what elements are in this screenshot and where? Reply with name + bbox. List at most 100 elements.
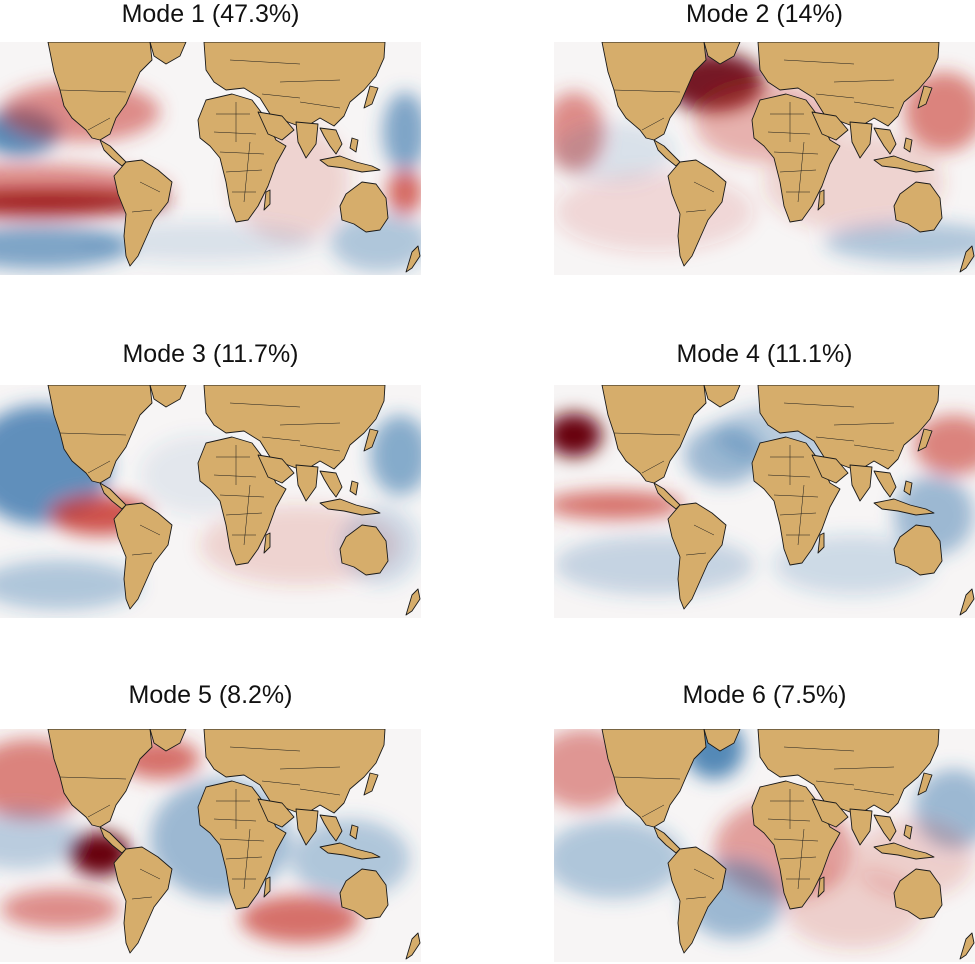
landmass-newZealand bbox=[405, 245, 421, 273]
country-border bbox=[261, 93, 301, 99]
landmass-seAsia bbox=[319, 127, 343, 155]
landmass-newZealand bbox=[959, 588, 975, 616]
country-border bbox=[87, 460, 111, 474]
country-border bbox=[87, 804, 111, 818]
mode-title: Mode 6 (7.5%) bbox=[682, 681, 847, 709]
continents bbox=[601, 729, 975, 960]
landmass-seAsia bbox=[319, 470, 343, 498]
cool-anomaly bbox=[554, 122, 674, 182]
landmass-india bbox=[295, 464, 319, 502]
landmass-greenland bbox=[703, 385, 741, 408]
country-border bbox=[299, 101, 341, 109]
cool-anomaly bbox=[330, 212, 421, 272]
cool-anomaly bbox=[0, 809, 80, 869]
cool-anomaly bbox=[383, 92, 421, 172]
country-border bbox=[773, 494, 819, 498]
landmass-seAsia bbox=[873, 470, 897, 498]
country-border bbox=[229, 59, 301, 65]
country-border bbox=[797, 828, 805, 890]
country-border bbox=[59, 776, 127, 780]
sst-anomaly-map bbox=[554, 42, 975, 275]
country-border bbox=[815, 436, 855, 442]
mode-title: Mode 1 (47.3%) bbox=[121, 0, 300, 28]
landmass-greenland bbox=[703, 42, 741, 65]
country-border bbox=[613, 89, 681, 93]
landmass-australia bbox=[339, 524, 389, 576]
continents bbox=[47, 385, 421, 616]
country-border bbox=[815, 93, 855, 99]
country-border bbox=[783, 59, 855, 65]
country-border bbox=[797, 141, 805, 203]
warm-anomaly bbox=[554, 413, 602, 457]
country-border bbox=[225, 169, 263, 173]
landmass-madagascar bbox=[817, 189, 825, 211]
country-border bbox=[773, 151, 819, 155]
landmass-india bbox=[295, 121, 319, 159]
landmass-seAsia bbox=[319, 814, 343, 842]
country-border bbox=[685, 896, 707, 900]
landmass-australia bbox=[339, 868, 389, 920]
landmass-eurasia bbox=[203, 385, 386, 472]
landmass-japan bbox=[363, 428, 379, 452]
country-border bbox=[773, 838, 819, 842]
warm-anomaly bbox=[0, 889, 120, 929]
landmass-japan bbox=[917, 85, 933, 109]
country-border bbox=[59, 432, 127, 436]
country-border bbox=[131, 552, 153, 556]
landmass-indonesia bbox=[319, 842, 381, 860]
sst-anomaly-map bbox=[0, 729, 421, 962]
warm-anomaly bbox=[387, 170, 421, 214]
country-border bbox=[613, 776, 681, 780]
country-border bbox=[261, 780, 301, 786]
cool-anomaly bbox=[80, 222, 320, 262]
country-border bbox=[779, 169, 817, 173]
country-border bbox=[783, 746, 855, 752]
continents bbox=[47, 42, 421, 273]
country-border bbox=[87, 117, 111, 131]
country-border bbox=[767, 131, 811, 135]
cool-anomaly bbox=[554, 535, 754, 595]
sst-anomaly-map bbox=[554, 729, 975, 962]
landmass-eurasia bbox=[203, 42, 386, 129]
warm-anomaly bbox=[554, 491, 684, 519]
country-border bbox=[213, 131, 257, 135]
ocean-anomaly-field bbox=[554, 385, 975, 618]
landmass-philippines bbox=[903, 137, 913, 153]
landmass-eurasia bbox=[757, 385, 940, 472]
country-border bbox=[767, 474, 811, 478]
country-border bbox=[229, 402, 301, 408]
mode-title: Mode 3 (11.7%) bbox=[122, 340, 299, 368]
country-border bbox=[261, 436, 301, 442]
sst-anomaly-map bbox=[0, 42, 421, 275]
country-border bbox=[139, 181, 161, 193]
landmass-seAsia bbox=[873, 127, 897, 155]
landmass-arabia bbox=[811, 111, 849, 141]
country-border bbox=[219, 838, 265, 842]
country-border bbox=[853, 788, 895, 796]
country-border bbox=[279, 79, 341, 83]
country-border bbox=[219, 494, 265, 498]
sst-anomaly-map bbox=[0, 385, 421, 618]
country-border bbox=[229, 746, 301, 752]
landmass-japan bbox=[363, 85, 379, 109]
mode-title: Mode 4 (11.1%) bbox=[676, 340, 853, 368]
landmass-arabia bbox=[257, 454, 295, 484]
country-border bbox=[693, 181, 715, 193]
landmass-indonesia bbox=[319, 498, 381, 516]
country-border bbox=[139, 868, 161, 880]
landmass-madagascar bbox=[817, 876, 825, 898]
country-border bbox=[779, 856, 817, 860]
landmass-australia bbox=[893, 524, 943, 576]
country-border bbox=[59, 89, 127, 93]
landmass-india bbox=[849, 464, 873, 502]
country-border bbox=[213, 474, 257, 478]
continents bbox=[47, 729, 421, 960]
country-border bbox=[613, 432, 681, 436]
country-border bbox=[131, 896, 153, 900]
country-border bbox=[299, 788, 341, 796]
country-border bbox=[131, 209, 153, 213]
cool-anomaly bbox=[824, 222, 975, 262]
country-border bbox=[279, 766, 341, 770]
country-border bbox=[797, 484, 805, 546]
landmass-southAmerica bbox=[113, 159, 173, 267]
